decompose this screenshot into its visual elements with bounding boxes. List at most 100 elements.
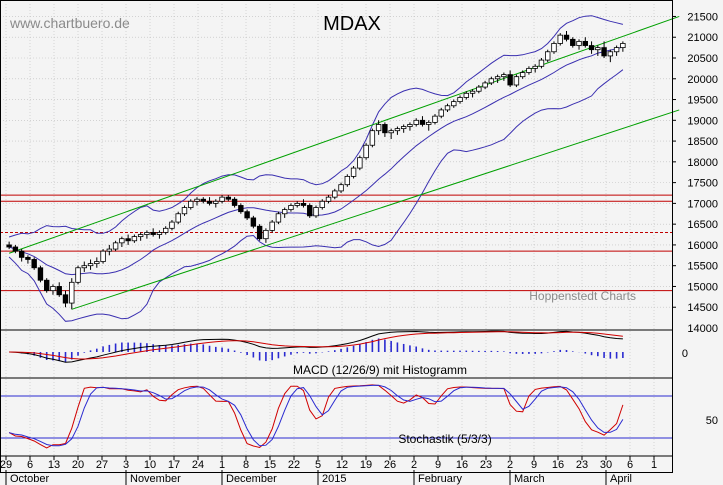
support-resistance-lines bbox=[0, 194, 672, 292]
stochastic-panel bbox=[0, 384, 672, 449]
candle-body bbox=[263, 229, 269, 240]
candle-body bbox=[507, 74, 513, 86]
candle-body bbox=[413, 119, 419, 125]
candle-body bbox=[50, 286, 56, 292]
candle-body bbox=[350, 167, 357, 177]
candle-body bbox=[601, 47, 607, 57]
price-tick-label: 15500 bbox=[687, 261, 718, 273]
price-tick-label: 18000 bbox=[687, 157, 718, 169]
candle-body bbox=[188, 200, 194, 208]
candle-body bbox=[526, 67, 532, 73]
price-tick-label: 17500 bbox=[687, 178, 718, 190]
trend-line bbox=[71, 109, 680, 310]
price-tick-label: 18500 bbox=[687, 136, 718, 148]
grid bbox=[0, 4, 672, 462]
date-tick-label: 6 bbox=[27, 459, 33, 471]
candle-body bbox=[144, 232, 150, 235]
candle-body bbox=[37, 267, 44, 281]
price-tick-label: 14000 bbox=[687, 323, 718, 335]
date-tick-label: 12 bbox=[336, 459, 348, 471]
date-tick-label: 3 bbox=[123, 459, 129, 471]
macd-line bbox=[9, 330, 623, 363]
candle-body bbox=[175, 213, 181, 223]
candle-body bbox=[576, 40, 582, 46]
date-tick-label: 17 bbox=[168, 459, 180, 471]
candle-body bbox=[206, 200, 213, 204]
date-tick-label: 24 bbox=[192, 459, 204, 471]
date-tick-label: 27 bbox=[96, 459, 108, 471]
date-tick-label: 29 bbox=[0, 459, 12, 471]
date-tick-label: 9 bbox=[435, 459, 441, 471]
candle-body bbox=[426, 121, 432, 125]
candle-body bbox=[81, 265, 87, 269]
date-tick-label: 16 bbox=[552, 459, 564, 471]
stoch-50-label: 50 bbox=[706, 415, 718, 427]
macd-signal-line bbox=[9, 331, 623, 360]
candle-body bbox=[181, 207, 188, 215]
candle-body bbox=[375, 124, 382, 132]
candle-body bbox=[607, 51, 614, 57]
candle-body bbox=[69, 281, 75, 304]
date-tick-label: 15 bbox=[264, 459, 276, 471]
candle-body bbox=[213, 200, 219, 204]
candle-body bbox=[369, 130, 376, 146]
candle-body bbox=[551, 43, 557, 53]
candle-body bbox=[12, 246, 19, 252]
candle-body bbox=[275, 213, 282, 223]
candle-body bbox=[419, 119, 426, 125]
date-tick-label: 6 bbox=[627, 459, 633, 471]
candle-body bbox=[476, 86, 482, 92]
month-label: December bbox=[226, 473, 277, 485]
candle-body bbox=[200, 198, 206, 202]
upper-band bbox=[8, 15, 624, 238]
macd-panel bbox=[9, 330, 624, 363]
candle-body bbox=[62, 294, 69, 304]
candle-body bbox=[87, 263, 94, 267]
macd-label: MACD (12/26/9) mit Histogramm bbox=[293, 363, 467, 377]
candle-body bbox=[582, 40, 588, 46]
date-tick-label: 20 bbox=[72, 459, 84, 471]
candle-body bbox=[394, 128, 401, 132]
watermark: www.chartbuero.de bbox=[9, 15, 130, 31]
candle-body bbox=[194, 198, 200, 202]
candle-body bbox=[6, 244, 12, 248]
candle-body bbox=[294, 202, 300, 206]
candle-body bbox=[444, 105, 451, 111]
candle-body bbox=[100, 250, 106, 262]
date-tick-label: 9 bbox=[531, 459, 537, 471]
candle-body bbox=[256, 225, 263, 240]
month-label: 2015 bbox=[322, 473, 346, 485]
candle-body bbox=[501, 74, 507, 78]
candle-body bbox=[269, 221, 275, 231]
candle-body bbox=[344, 175, 351, 186]
candle-body bbox=[162, 227, 169, 233]
date-tick-label: 2 bbox=[507, 459, 513, 471]
date-tick-label: 5 bbox=[315, 459, 321, 471]
date-tick-label: 16 bbox=[456, 459, 468, 471]
price-tick-label: 15000 bbox=[687, 281, 718, 293]
date-tick-label: 19 bbox=[360, 459, 372, 471]
candlesticks bbox=[6, 31, 626, 310]
date-tick-label: 1 bbox=[651, 459, 657, 471]
candle-body bbox=[363, 144, 369, 159]
candle-body bbox=[563, 34, 570, 40]
candle-body bbox=[557, 34, 563, 44]
price-tick-label: 19500 bbox=[687, 95, 718, 107]
price-axis: 14500 15000 15500 16000 16500 17000 17500 18000… bbox=[672, 11, 718, 335]
stoch-d-line bbox=[8, 384, 624, 447]
candle-body bbox=[513, 76, 520, 86]
month-label: February bbox=[418, 473, 463, 485]
date-tick-label: 22 bbox=[288, 459, 300, 471]
date-tick-label: 1 bbox=[219, 459, 225, 471]
candle-body bbox=[482, 82, 488, 88]
candle-body bbox=[319, 200, 325, 208]
candle-body bbox=[407, 124, 413, 127]
candle-body bbox=[244, 211, 250, 219]
candle-body bbox=[469, 90, 476, 94]
candle-body bbox=[25, 256, 31, 260]
candle-body bbox=[18, 250, 25, 258]
candle-body bbox=[532, 65, 538, 69]
candle-body bbox=[388, 130, 394, 134]
chart-frame bbox=[0, 0, 673, 473]
